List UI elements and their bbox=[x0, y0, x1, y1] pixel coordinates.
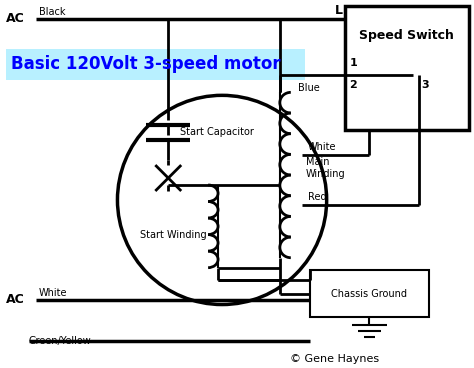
Text: Blue: Blue bbox=[298, 84, 319, 93]
Text: 1: 1 bbox=[349, 59, 357, 68]
Text: AC: AC bbox=[6, 12, 25, 25]
Text: 2: 2 bbox=[349, 80, 357, 91]
Text: © Gene Haynes: © Gene Haynes bbox=[290, 354, 379, 364]
Text: Start Capacitor: Start Capacitor bbox=[180, 127, 254, 137]
Text: Basic 120Volt 3-speed motor: Basic 120Volt 3-speed motor bbox=[11, 56, 281, 74]
Text: Speed Switch: Speed Switch bbox=[359, 29, 454, 42]
Text: Chassis Ground: Chassis Ground bbox=[331, 289, 408, 298]
Text: AC: AC bbox=[6, 293, 25, 306]
Text: Red: Red bbox=[308, 192, 327, 202]
Text: Start Winding: Start Winding bbox=[140, 230, 207, 240]
Bar bbox=[345, 6, 469, 130]
Bar bbox=[310, 270, 429, 318]
Text: Green/Yellow: Green/Yellow bbox=[29, 336, 91, 346]
Bar bbox=[6, 49, 305, 80]
Text: L: L bbox=[335, 4, 343, 17]
Text: White: White bbox=[39, 287, 67, 298]
Text: Main
Winding: Main Winding bbox=[306, 157, 346, 179]
Circle shape bbox=[118, 95, 327, 305]
Text: White: White bbox=[308, 142, 336, 152]
Text: 3: 3 bbox=[421, 80, 429, 91]
Text: Black: Black bbox=[39, 7, 65, 17]
